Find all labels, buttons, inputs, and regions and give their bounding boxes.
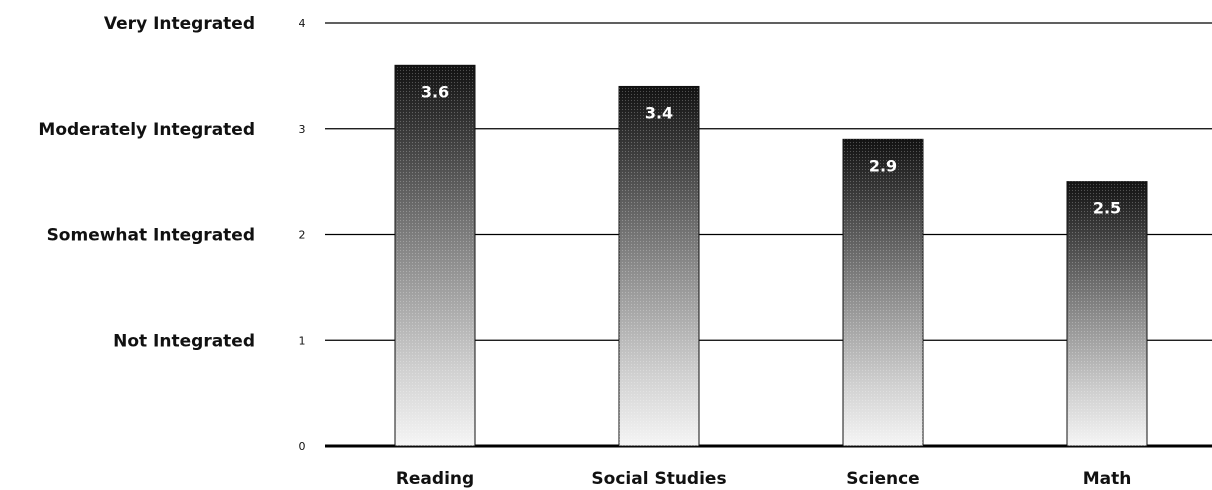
bar-value-label: 2.5 — [1093, 199, 1121, 218]
y-level-label: Very Integrated — [104, 14, 255, 34]
bar-value-label: 3.6 — [421, 82, 449, 101]
x-category-label: Reading — [396, 469, 474, 489]
y-level-label: Somewhat Integrated — [47, 226, 255, 246]
bar-group: 3.4 — [618, 85, 700, 447]
y-level-label: Moderately Integrated — [38, 120, 255, 140]
bar-texture — [843, 139, 923, 446]
bar-value-label: 2.9 — [869, 156, 897, 175]
y-tick-label: 1 — [299, 334, 306, 347]
x-category-labels: Reading Social Studies Science Math — [396, 469, 1131, 489]
y-tick-labels: 0 1 2 3 4 — [299, 17, 306, 453]
bar-group: 2.9 — [842, 138, 924, 447]
y-tick-label: 0 — [299, 440, 306, 453]
bar-group: 3.6 — [394, 64, 476, 447]
y-tick-label: 4 — [299, 17, 306, 30]
bar-value-label: 3.4 — [645, 103, 673, 122]
bars: 3.6 3.4 2.9 2.5 — [394, 64, 1148, 447]
bar-texture — [1067, 181, 1147, 446]
bar-texture — [619, 86, 699, 446]
x-category-label: Science — [846, 469, 919, 489]
y-level-label: Not Integrated — [113, 331, 255, 351]
x-category-label: Social Studies — [591, 469, 726, 489]
y-tick-label: 2 — [299, 229, 306, 242]
bar-group: 2.5 — [1066, 181, 1148, 447]
y-tick-label: 3 — [299, 123, 306, 136]
y-level-labels: Not Integrated Somewhat Integrated Moderat… — [38, 14, 255, 351]
bar-texture — [395, 65, 475, 447]
x-category-label: Math — [1083, 469, 1132, 489]
